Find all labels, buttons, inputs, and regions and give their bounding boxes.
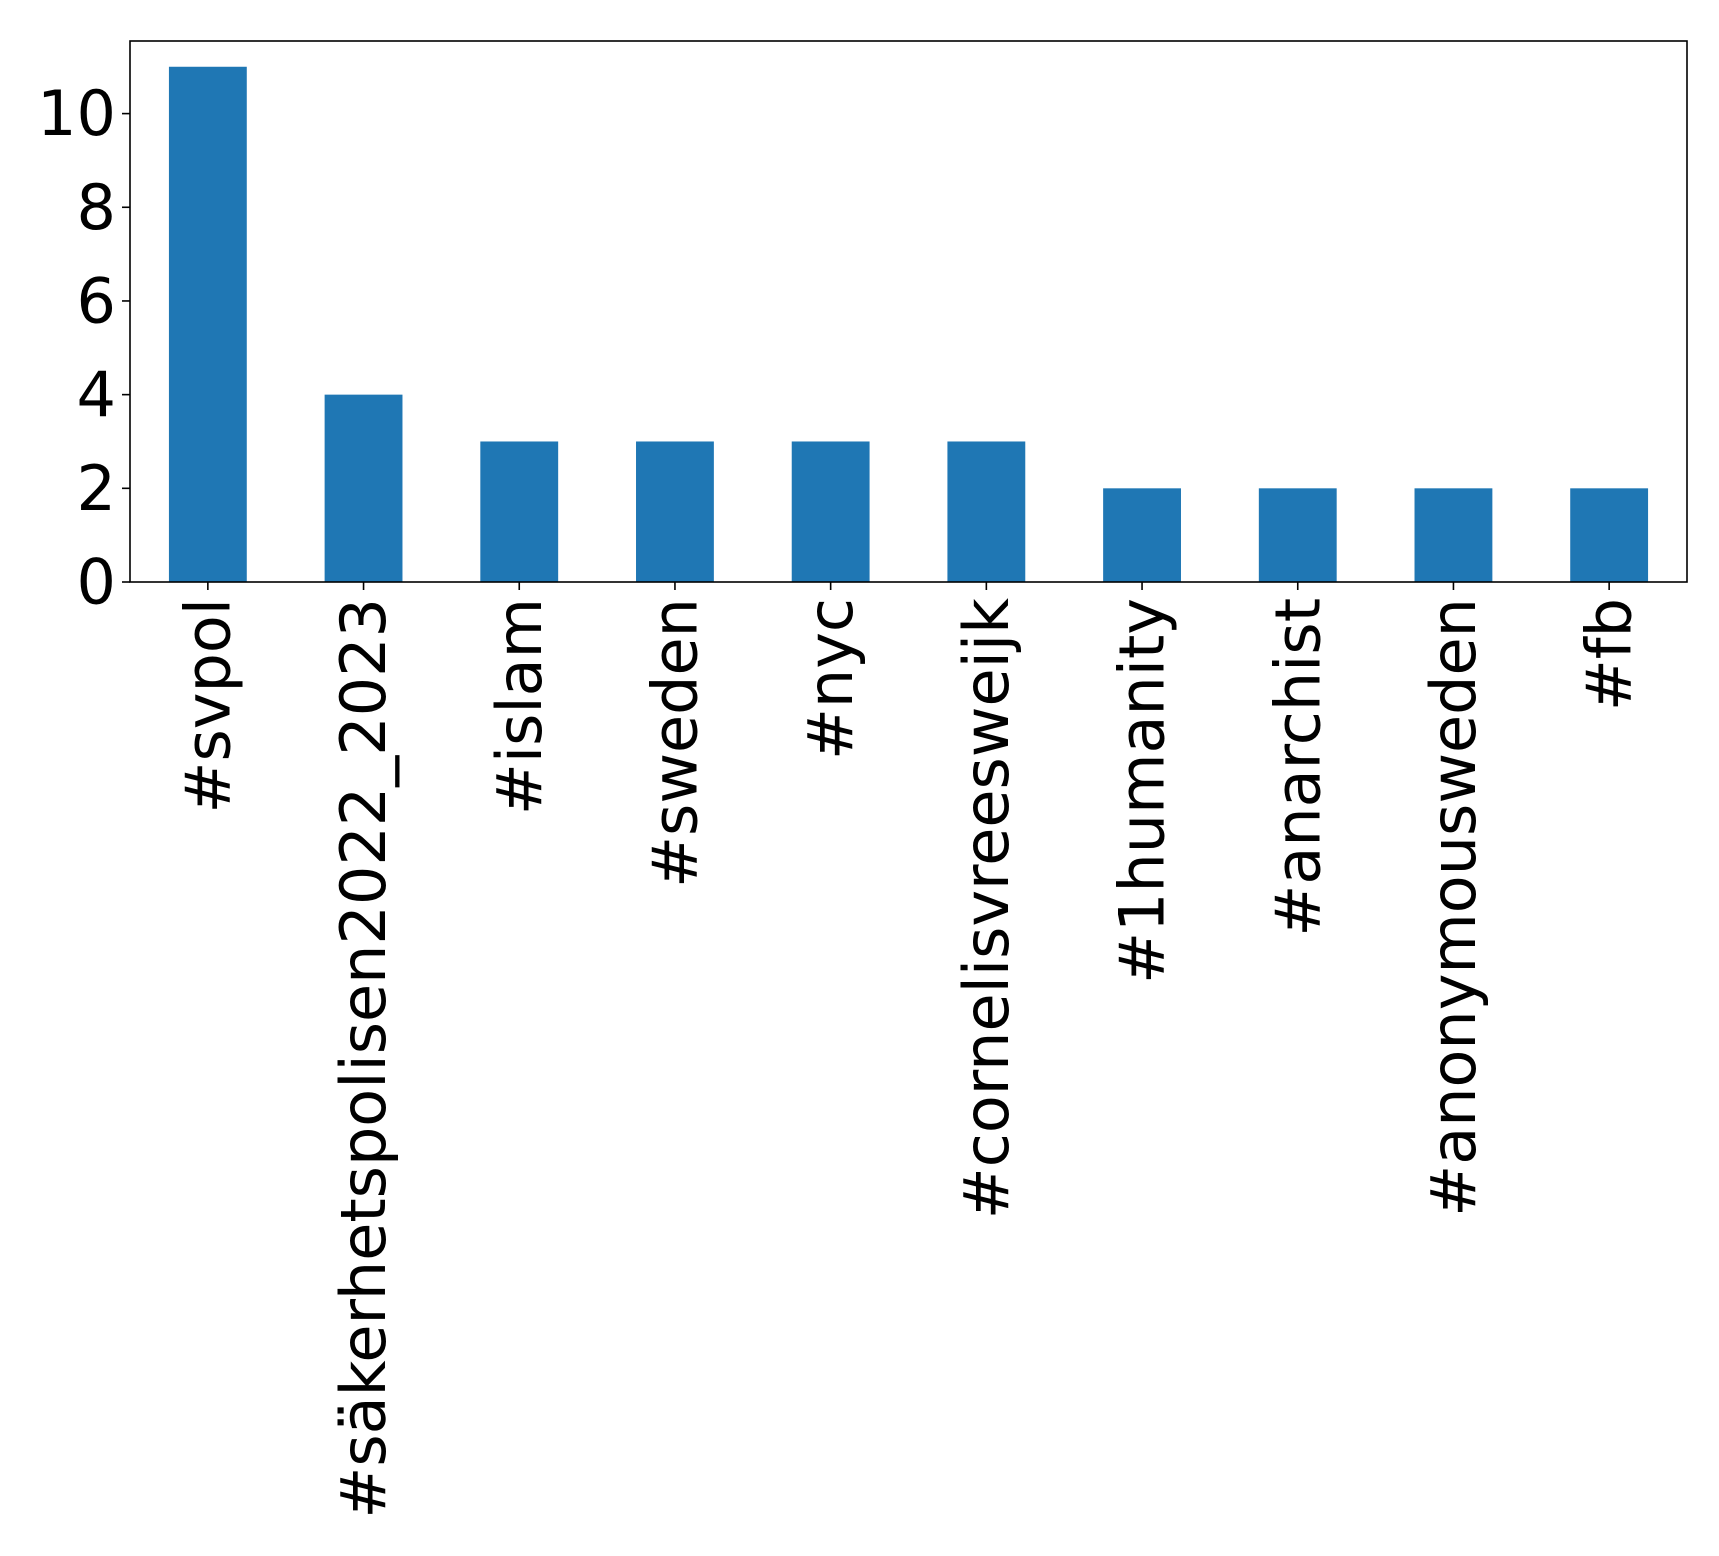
x-tick-label-anarchist: #anarchist [1261, 598, 1334, 937]
bar-sweden [636, 441, 714, 582]
x-tick-label-svpol: #svpol [171, 598, 244, 813]
x-tick-label-1humanity: #1humanity [1106, 598, 1179, 984]
x-axis: #svpol #säkerhetspolisen2022_2023 #islam #s… [171, 582, 1646, 1519]
x-tick-label-s-kerhetspolisen2022-2023: #säkerhetspolisen2022_2023 [327, 598, 400, 1519]
bar-1humanity [1103, 488, 1181, 582]
plot-frame [129, 40, 1688, 583]
y-tick-label: 10 [37, 77, 116, 150]
x-tick-label-anonymousweden: #anonymousweden [1417, 598, 1490, 1217]
y-tick-label: 2 [77, 452, 116, 525]
bar-anarchist [1258, 488, 1337, 582]
bar-svpol [168, 66, 247, 582]
y-tick-label: 6 [77, 264, 116, 337]
x-tick-label-islam: #islam [483, 598, 556, 815]
bars-layer [168, 66, 1649, 582]
bar-cornelisvreesweijk [947, 441, 1026, 582]
bar-islam [480, 441, 559, 582]
bar-s-kerhetspolisen2022-2023 [324, 394, 403, 582]
x-tick-label-cornelisvreesweijk: #cornelisvreesweijk [950, 598, 1023, 1219]
y-tick-label: 8 [77, 171, 116, 244]
bar-anonymousweden [1414, 488, 1493, 582]
y-axis: 0 2 4 6 8 10 [37, 77, 130, 619]
bar-fb [1570, 488, 1649, 582]
y-tick-label: 0 [77, 546, 116, 619]
x-tick-label-sweden: #sweden [638, 598, 711, 888]
bar-nyc [791, 441, 870, 582]
y-tick-label: 4 [77, 358, 116, 431]
x-tick-label-fb: #fb [1573, 598, 1646, 711]
x-tick-label-nyc: #nyc [794, 598, 867, 760]
